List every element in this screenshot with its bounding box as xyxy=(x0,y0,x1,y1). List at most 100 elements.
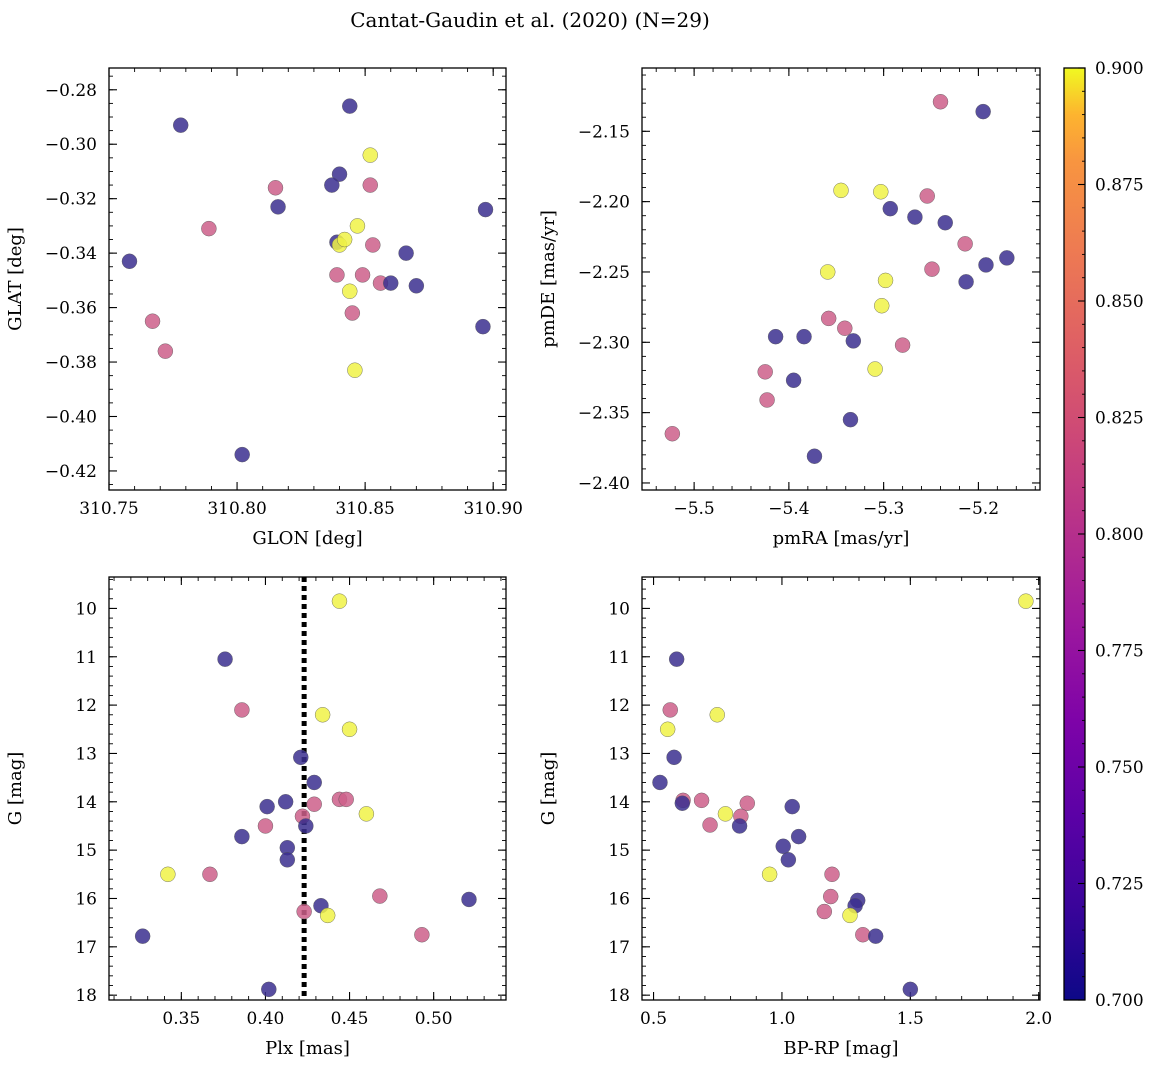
colorbar: 0.700 0.725 0.750 0.775 0.800 0.825 0.850 0.875… xyxy=(1063,59,1144,1011)
data-point xyxy=(978,257,994,273)
data-point xyxy=(877,272,894,289)
y-tick-label: −0.28 xyxy=(45,81,97,101)
data-point xyxy=(267,180,284,196)
data-point xyxy=(668,651,685,667)
data-point xyxy=(767,328,784,345)
scatter-panel-1: 310.75 310.80 310.85 310.90 −0.28 −0.30 −0.32 −… xyxy=(5,67,523,549)
y-tick-label: 15 xyxy=(75,841,97,861)
data-point xyxy=(475,318,491,335)
data-point xyxy=(173,117,189,133)
data-point xyxy=(842,907,858,924)
data-point xyxy=(674,795,691,811)
data-point xyxy=(907,209,923,225)
data-point xyxy=(342,98,358,114)
data-points xyxy=(134,593,477,998)
data-point xyxy=(999,250,1015,266)
y-axis-label: pmDE [mas/yr] xyxy=(538,210,559,348)
data-point xyxy=(279,852,296,868)
y-tick-label: −2.35 xyxy=(578,404,630,424)
data-point xyxy=(341,721,358,737)
scatter-panel-2: −5.5 −5.4 −5.3 −5.2 −2.15 −2.20 −2.25 −2.30 −2.3… xyxy=(538,67,1041,549)
data-point xyxy=(201,220,217,237)
data-point xyxy=(739,795,755,811)
y-tick-label: 16 xyxy=(75,889,97,909)
data-point xyxy=(121,253,138,270)
y-tick-label: 10 xyxy=(608,599,630,619)
y-tick-label: 12 xyxy=(608,696,630,716)
data-point xyxy=(932,94,949,110)
data-point xyxy=(298,818,314,834)
x-tick-label: 0.50 xyxy=(415,1009,453,1029)
data-points xyxy=(664,94,1015,464)
data-point xyxy=(144,313,161,329)
x-tick-label: −5.2 xyxy=(958,499,999,519)
x-tick-label: 0.35 xyxy=(162,1009,200,1029)
scatter-panel-3: 0.35 0.40 0.45 0.50 10 11 12 13 14 15 16 17 18 Plx [m… xyxy=(5,576,507,1059)
figure-title: Cantat-Gaudin et al. (2020) (N=29) xyxy=(350,8,710,32)
data-point xyxy=(816,903,833,920)
data-point xyxy=(217,651,233,667)
plot-frame xyxy=(641,67,1041,491)
colorbar-tick-label: 0.750 xyxy=(1095,758,1144,778)
x-tick-label: 0.40 xyxy=(247,1009,285,1029)
y-tick-label: 13 xyxy=(608,744,630,764)
data-point xyxy=(666,749,682,766)
y-tick-label: 17 xyxy=(608,938,630,958)
y-tick-label: −2.30 xyxy=(578,333,630,353)
data-point xyxy=(344,305,361,321)
data-point xyxy=(937,215,953,231)
data-point xyxy=(717,806,734,822)
y-tick-label: 10 xyxy=(75,599,97,619)
x-tick-label: 0.5 xyxy=(640,1009,667,1029)
data-point xyxy=(780,852,797,868)
x-tick-label: 1.5 xyxy=(897,1009,924,1029)
data-point xyxy=(319,907,336,924)
plot-frame xyxy=(641,576,1041,1001)
data-point xyxy=(234,446,250,463)
colorbar-tick-label: 0.875 xyxy=(1095,176,1144,196)
data-point xyxy=(919,188,935,204)
x-tick-label: 1.0 xyxy=(768,1009,795,1029)
data-point xyxy=(157,343,174,359)
data-point xyxy=(855,927,871,943)
data-point xyxy=(790,828,807,845)
data-point xyxy=(796,328,812,345)
y-tick-label: 11 xyxy=(608,648,630,668)
colorbar-tick-label: 0.775 xyxy=(1095,642,1144,662)
y-tick-label: −0.40 xyxy=(45,407,97,427)
x-axis-label: GLON [deg] xyxy=(252,528,362,549)
data-point xyxy=(924,261,940,277)
y-tick-label: 14 xyxy=(608,793,630,813)
plot-frame xyxy=(108,576,507,1001)
x-tick-label: 2.0 xyxy=(1025,1009,1052,1029)
colorbar-tick-label: 0.725 xyxy=(1095,875,1144,895)
x-tick-label: −5.4 xyxy=(768,499,809,519)
data-point xyxy=(662,702,678,718)
x-tick-label: −5.3 xyxy=(863,499,904,519)
major-ticks xyxy=(109,577,506,1000)
x-tick-label: 0.45 xyxy=(331,1009,369,1029)
colorbar-tick-label: 0.850 xyxy=(1095,292,1144,312)
data-point xyxy=(342,283,358,299)
data-point xyxy=(902,981,919,998)
data-point xyxy=(293,749,309,766)
x-tick-label: 310.75 xyxy=(79,499,138,519)
data-point xyxy=(347,362,363,378)
colorbar-tick-label: 0.800 xyxy=(1095,525,1144,545)
y-tick-label: −2.40 xyxy=(578,474,630,494)
data-point xyxy=(824,866,840,883)
data-point xyxy=(331,593,348,609)
data-point xyxy=(757,364,773,380)
data-point xyxy=(1018,593,1034,609)
data-point xyxy=(362,147,378,163)
y-tick-label: −2.15 xyxy=(578,122,630,142)
y-axis-label: G [mag] xyxy=(5,752,26,825)
y-tick-label: −2.20 xyxy=(578,193,630,213)
data-point xyxy=(761,866,778,883)
y-tick-label: 13 xyxy=(75,744,97,764)
panels: 310.75 310.80 310.85 310.90 −0.28 −0.30 −0.32 −… xyxy=(5,67,1052,1059)
y-tick-label: 14 xyxy=(75,793,97,813)
x-tick-label: −5.5 xyxy=(673,499,714,519)
data-point xyxy=(837,320,853,336)
data-point xyxy=(277,794,294,810)
